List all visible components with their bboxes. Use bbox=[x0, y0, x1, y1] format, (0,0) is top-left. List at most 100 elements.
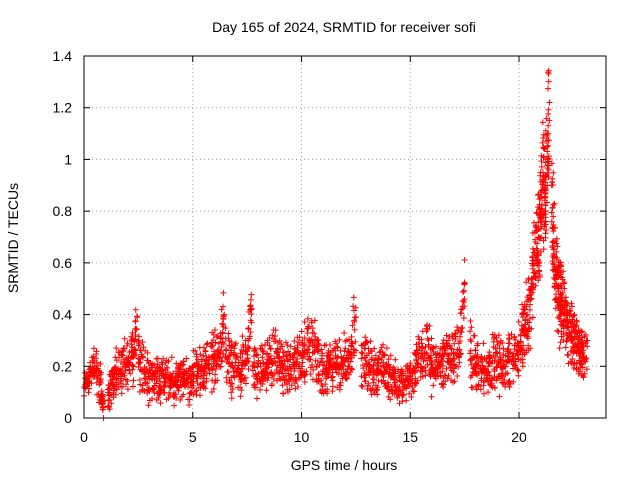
data-point bbox=[187, 379, 194, 386]
data-point bbox=[270, 376, 277, 383]
data-point bbox=[472, 347, 479, 354]
data-point bbox=[559, 276, 566, 283]
data-point bbox=[117, 375, 124, 382]
data-point bbox=[288, 365, 295, 372]
data-point bbox=[478, 353, 485, 360]
data-point bbox=[171, 402, 178, 409]
data-point bbox=[85, 389, 92, 396]
data-point bbox=[279, 365, 286, 372]
data-point bbox=[325, 366, 332, 373]
data-point bbox=[570, 312, 577, 319]
data-point bbox=[352, 304, 359, 311]
data-point bbox=[245, 345, 252, 352]
data-point bbox=[551, 261, 558, 268]
data-point bbox=[410, 387, 417, 394]
data-point bbox=[212, 377, 219, 384]
data-point bbox=[530, 249, 537, 256]
data-point bbox=[266, 342, 273, 349]
data-point bbox=[304, 349, 311, 356]
data-point bbox=[439, 368, 446, 375]
data-point bbox=[535, 268, 542, 275]
data-point bbox=[499, 339, 506, 346]
data-point bbox=[412, 350, 419, 357]
x-tick-label: 5 bbox=[189, 429, 197, 445]
data-point bbox=[113, 381, 120, 388]
data-point bbox=[110, 375, 117, 382]
data-point bbox=[524, 311, 531, 318]
data-point bbox=[556, 315, 563, 322]
data-point bbox=[228, 389, 235, 396]
data-point bbox=[468, 372, 475, 379]
data-point bbox=[248, 291, 255, 298]
data-point bbox=[538, 234, 545, 241]
data-point bbox=[312, 333, 319, 340]
data-point bbox=[217, 363, 224, 370]
data-point bbox=[267, 346, 274, 353]
data-point bbox=[212, 339, 219, 346]
data-point bbox=[88, 369, 95, 376]
y-tick-label: 0 bbox=[64, 410, 72, 426]
data-point bbox=[361, 369, 368, 376]
data-point bbox=[342, 345, 349, 352]
data-point bbox=[341, 330, 348, 337]
data-point bbox=[461, 257, 468, 264]
data-point bbox=[208, 388, 215, 395]
data-point bbox=[473, 361, 480, 368]
data-point bbox=[125, 360, 132, 367]
data-point bbox=[150, 385, 157, 392]
data-point bbox=[461, 287, 468, 294]
data-point bbox=[89, 354, 96, 361]
data-point bbox=[506, 378, 513, 385]
data-point bbox=[146, 367, 153, 374]
data-point bbox=[147, 370, 154, 377]
data-point bbox=[443, 340, 450, 347]
data-point bbox=[294, 342, 301, 349]
data-point bbox=[500, 351, 507, 358]
data-point bbox=[304, 315, 311, 322]
data-point bbox=[527, 345, 534, 352]
data-point bbox=[583, 337, 590, 344]
data-point bbox=[460, 315, 467, 322]
data-point bbox=[119, 365, 126, 372]
data-point bbox=[141, 388, 148, 395]
data-point bbox=[394, 394, 401, 401]
data-point bbox=[149, 376, 156, 383]
data-point bbox=[195, 384, 202, 391]
data-point bbox=[492, 353, 499, 360]
data-point bbox=[203, 375, 210, 382]
data-point bbox=[467, 336, 474, 343]
data-point bbox=[170, 370, 177, 377]
data-point bbox=[456, 333, 463, 340]
data-point bbox=[517, 332, 524, 339]
data-point bbox=[203, 353, 210, 360]
data-point bbox=[299, 359, 306, 366]
data-point bbox=[550, 201, 557, 208]
data-point bbox=[422, 367, 429, 374]
data-point bbox=[539, 201, 546, 208]
data-point bbox=[250, 373, 257, 380]
data-point bbox=[455, 363, 462, 370]
data-point bbox=[516, 344, 523, 351]
data-point bbox=[540, 131, 547, 138]
data-point bbox=[97, 360, 104, 367]
data-point bbox=[362, 378, 369, 385]
data-point bbox=[340, 366, 347, 373]
data-point bbox=[470, 355, 477, 362]
data-point bbox=[485, 389, 492, 396]
data-point bbox=[381, 364, 388, 371]
data-point bbox=[336, 365, 343, 372]
data-point bbox=[278, 357, 285, 364]
data-point bbox=[313, 363, 320, 370]
data-points bbox=[81, 67, 591, 421]
data-point bbox=[211, 327, 218, 334]
data-point bbox=[538, 158, 545, 165]
data-point bbox=[562, 294, 569, 301]
data-point bbox=[485, 363, 492, 370]
data-point bbox=[300, 351, 307, 358]
data-point bbox=[382, 383, 389, 390]
data-point bbox=[559, 289, 566, 296]
data-point bbox=[251, 359, 258, 366]
data-point bbox=[240, 361, 247, 368]
data-point bbox=[239, 365, 246, 372]
data-point bbox=[446, 333, 453, 340]
